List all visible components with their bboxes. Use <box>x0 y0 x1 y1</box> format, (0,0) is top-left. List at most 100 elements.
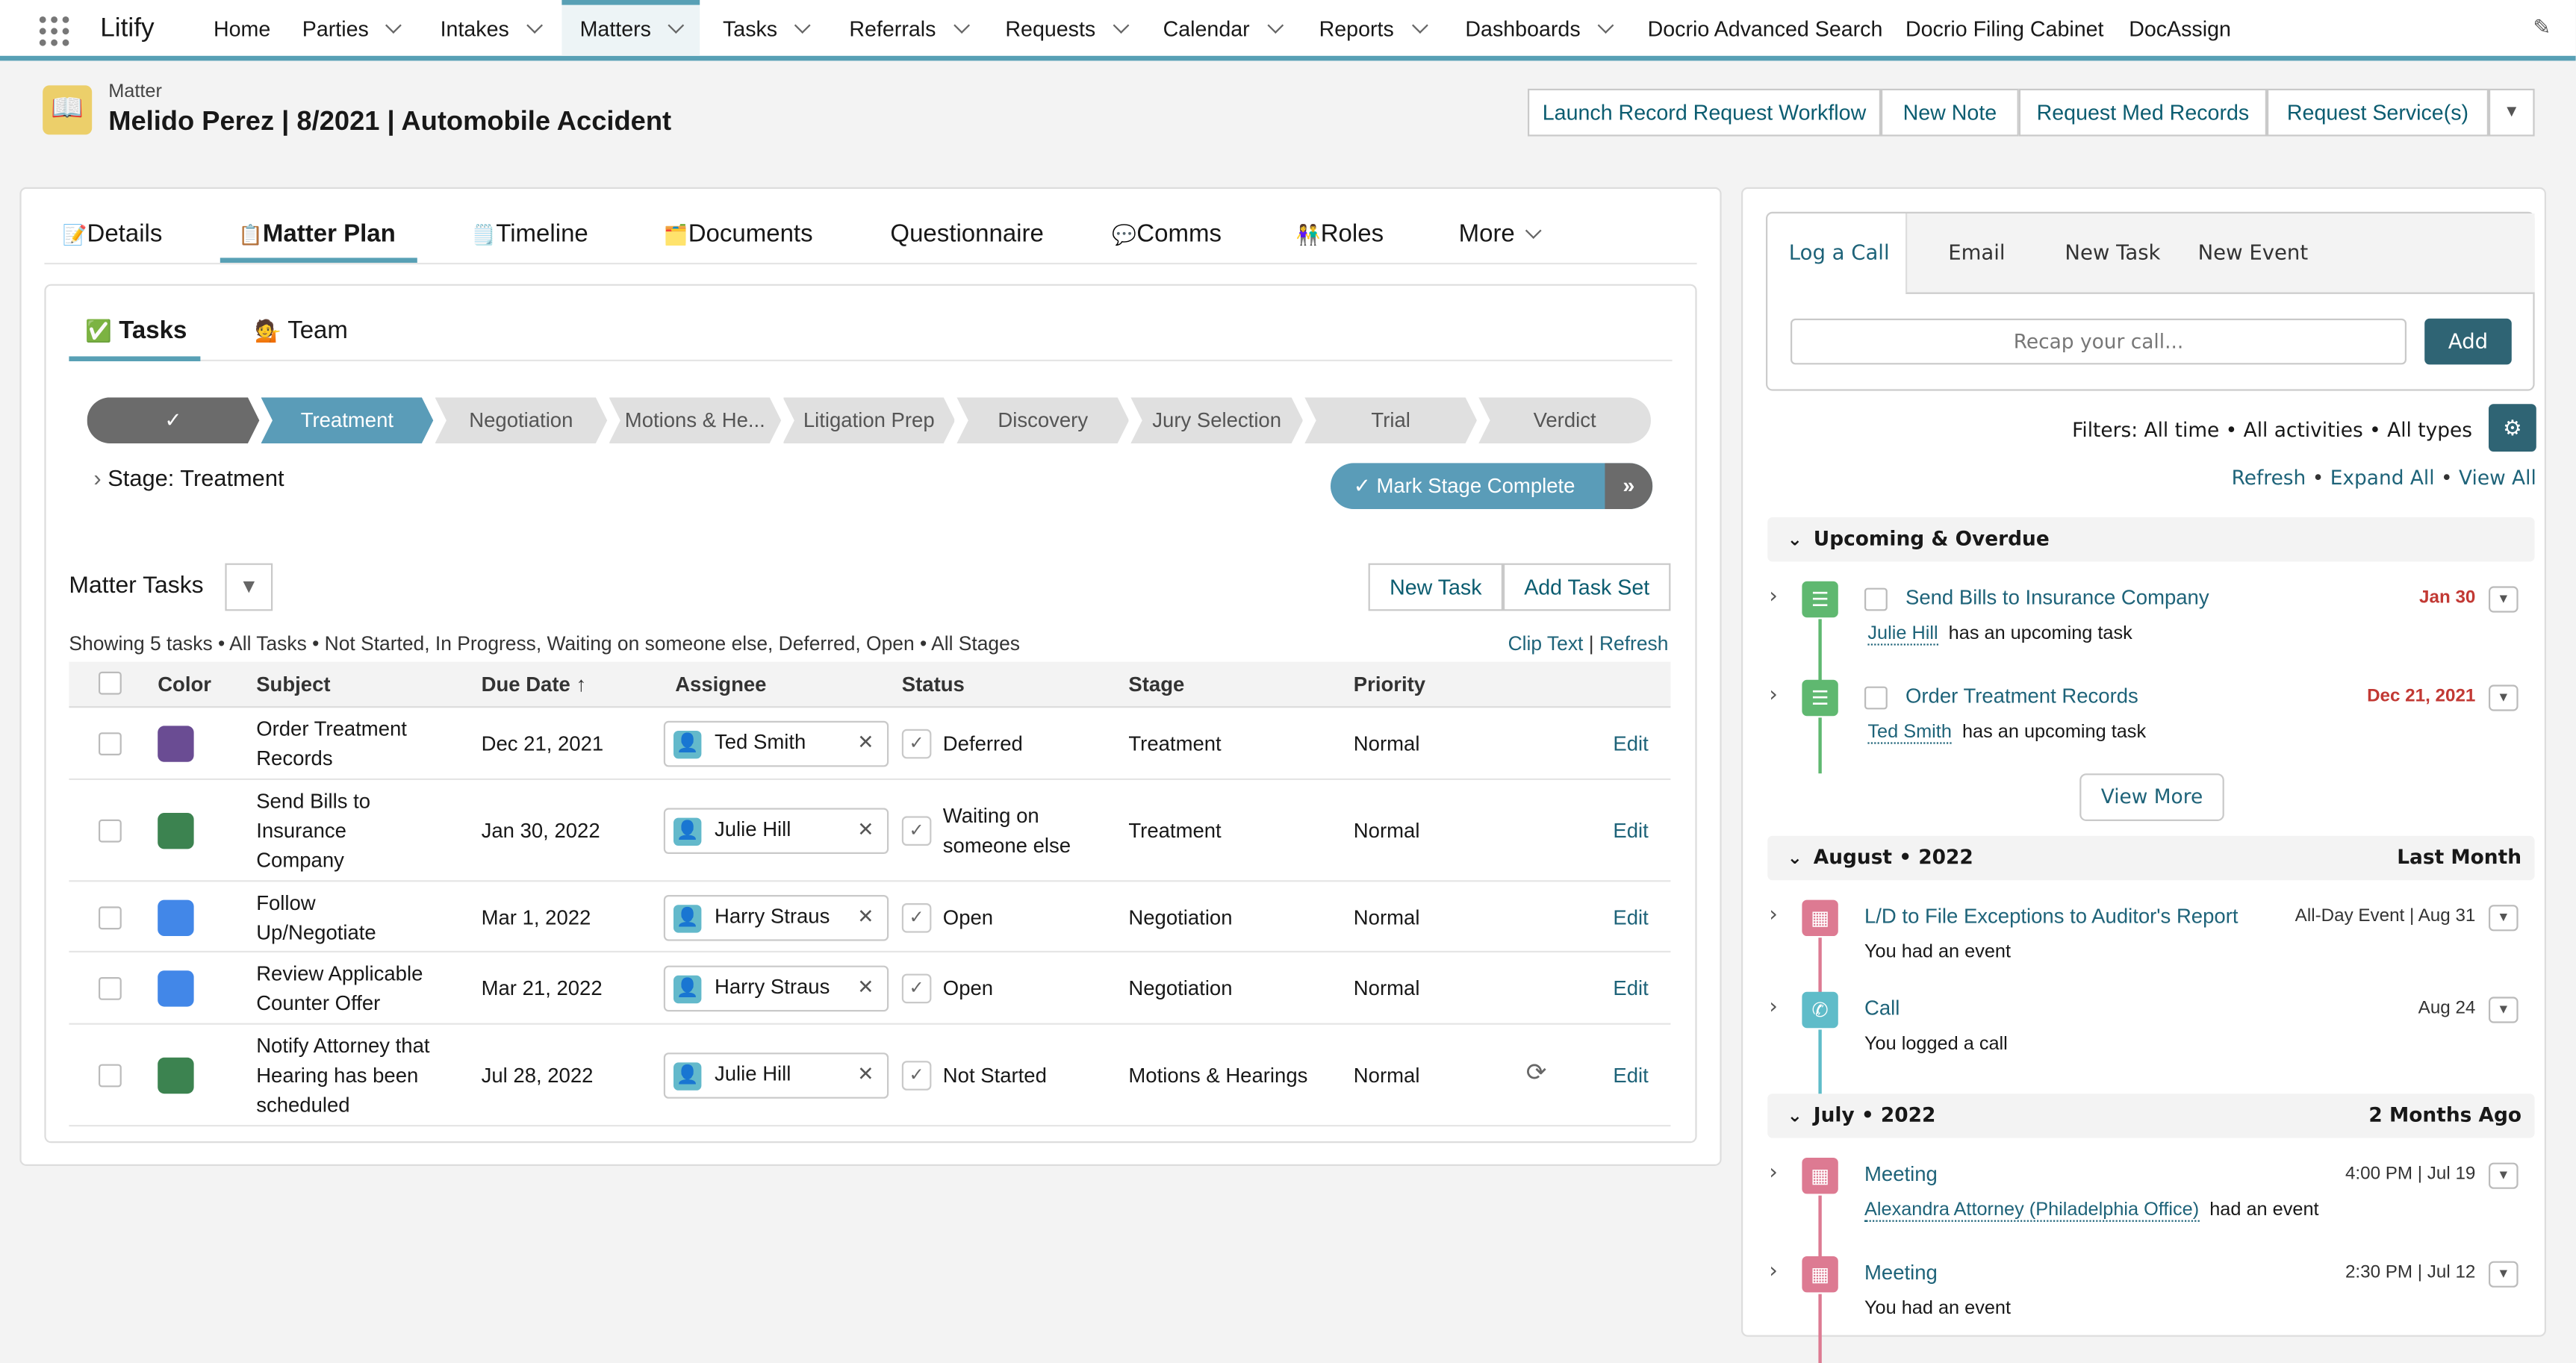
mark-stage-complete-button[interactable]: ✓ Mark Stage Complete » <box>1331 463 1653 509</box>
user-link[interactable]: Alexandra Attorney (Philadelphia Office) <box>1864 1200 2199 1222</box>
assignee-lookup[interactable]: 👤 Ted Smith ✕ <box>663 720 889 767</box>
action-request-med-recordsbutton[interactable]: Request Med Records <box>2018 88 2267 137</box>
tab-questionnaire[interactable]: Questionnaire <box>890 219 1044 249</box>
expand-chevron-icon[interactable]: › <box>1769 995 1778 1020</box>
column-header[interactable]: Assignee <box>675 673 767 696</box>
task-subject[interactable]: Review Applicable Counter Offer <box>256 962 423 1015</box>
app-launcher-icon[interactable] <box>39 16 69 46</box>
column-header[interactable]: Due Date ↑ <box>481 673 587 696</box>
view-all-link[interactable]: View All <box>2459 466 2536 490</box>
action-new-notebutton[interactable]: New Note <box>1881 88 2019 137</box>
publisher-tab[interactable]: Log a Call <box>1788 240 1890 265</box>
edit-link[interactable]: Edit <box>1613 977 1649 1000</box>
new-task-button[interactable]: New Task <box>1368 563 1503 611</box>
timeline-section-header[interactable]: ⌄ August • 2022 Last Month <box>1767 835 2535 881</box>
status-check-icon[interactable]: ✓ <box>901 1061 932 1091</box>
task-subject[interactable]: Order Treatment Records <box>256 717 407 770</box>
row-checkbox[interactable] <box>99 977 122 1000</box>
column-header[interactable]: Priority <box>1353 673 1426 696</box>
column-header[interactable]: Subject <box>256 673 331 696</box>
nav-item-parties[interactable]: Parties <box>302 0 402 56</box>
gear-icon[interactable]: ⚙ <box>2489 404 2536 452</box>
refresh-link[interactable]: Refresh <box>1599 632 1669 655</box>
nav-item-calendar[interactable]: Calendar <box>1163 0 1284 56</box>
path-stage[interactable]: Jury Selection <box>1130 397 1303 443</box>
activity-menu-button[interactable]: ▼ <box>2489 586 2519 613</box>
task-complete-checkbox[interactable] <box>1864 587 1888 611</box>
chevron-down-icon[interactable] <box>386 17 402 34</box>
user-link[interactable]: Ted Smith <box>1867 723 1952 744</box>
column-header[interactable]: Status <box>901 673 965 696</box>
expand-chevron-icon[interactable]: › <box>1769 584 1778 610</box>
activity-menu-button[interactable]: ▼ <box>2489 1261 2519 1288</box>
clear-icon[interactable]: ✕ <box>857 904 874 927</box>
edit-link[interactable]: Edit <box>1613 905 1649 929</box>
chevron-down-icon[interactable] <box>1597 17 1614 34</box>
assignee-lookup[interactable]: 👤 Julie Hill ✕ <box>663 1052 889 1099</box>
nav-item-matters[interactable]: Matters <box>561 0 700 56</box>
publisher-tab[interactable]: New Event <box>2197 240 2309 265</box>
select-all-checkbox[interactable] <box>99 671 122 695</box>
task-subject[interactable]: Follow Up/Negotiate <box>256 891 376 944</box>
timeline-section-header[interactable]: ⌄ July • 2022 2 Months Ago <box>1767 1094 2535 1138</box>
activity-title[interactable]: Order Treatment Records <box>1905 684 2138 708</box>
nav-item-referrals[interactable]: Referrals <box>849 0 970 56</box>
row-checkbox[interactable] <box>99 819 122 843</box>
user-link[interactable]: Julie Hill <box>1867 624 1938 646</box>
refresh-link[interactable]: Refresh <box>2231 466 2306 490</box>
path-stage[interactable]: Motions & He... <box>609 397 781 443</box>
status-check-icon[interactable]: ✓ <box>901 729 932 759</box>
expand-chevron-icon[interactable]: › <box>1769 1161 1778 1186</box>
add-task-set-button[interactable]: Add Task Set <box>1503 563 1671 611</box>
skip-stage-icon[interactable]: » <box>1605 463 1653 509</box>
edit-link[interactable]: Edit <box>1613 1064 1649 1088</box>
tab-timeline[interactable]: 🗒️Timeline <box>471 219 588 249</box>
timeline-section-header[interactable]: ⌄ Upcoming & Overdue <box>1767 517 2535 562</box>
filter-button[interactable]: ▼ <box>225 563 273 611</box>
nav-item-docrio-filing-cabinet[interactable]: Docrio Filing Cabinet <box>1905 16 2104 41</box>
activity-menu-button[interactable]: ▼ <box>2489 905 2519 932</box>
add-button[interactable]: Add <box>2424 318 2512 365</box>
status-check-icon[interactable]: ✓ <box>901 902 932 932</box>
path-stage[interactable]: Discovery <box>956 397 1129 443</box>
status-check-icon[interactable]: ✓ <box>901 973 932 1004</box>
tab-matter-plan[interactable]: 📋Matter Plan <box>238 219 396 249</box>
recap-call-input[interactable]: Recap your call... <box>1791 318 2407 365</box>
action-request-service-s-button[interactable]: Request Service(s) <box>2267 88 2489 137</box>
chevron-down-icon[interactable] <box>953 17 970 34</box>
status-check-icon[interactable]: ✓ <box>901 816 932 846</box>
expand-chevron-icon[interactable]: › <box>1769 1259 1778 1285</box>
row-checkbox[interactable] <box>99 1064 122 1088</box>
activity-menu-button[interactable]: ▼ <box>2489 684 2519 711</box>
edit-nav-icon[interactable]: ✎ <box>2533 14 2551 40</box>
nav-item-intakes[interactable]: Intakes <box>441 0 543 56</box>
clear-icon[interactable]: ✕ <box>857 1062 874 1086</box>
chevron-down-icon[interactable] <box>1266 17 1284 34</box>
subtab-team[interactable]: 💁 Team <box>255 316 348 345</box>
row-checkbox[interactable] <box>99 905 122 929</box>
expand-chevron-icon[interactable]: › <box>1769 683 1778 708</box>
clip-text-link[interactable]: Clip Text <box>1508 632 1584 655</box>
nav-item-home[interactable]: Home <box>214 16 271 41</box>
tab-more[interactable]: More <box>1459 220 1543 248</box>
clear-icon[interactable]: ✕ <box>857 731 874 754</box>
activity-title[interactable]: Call <box>1864 996 1900 1020</box>
clear-icon[interactable]: ✕ <box>857 975 874 999</box>
edit-link[interactable]: Edit <box>1613 819 1649 843</box>
stage-toggle[interactable]: › Stage: Treatment <box>93 464 284 491</box>
path-stage[interactable]: Verdict <box>1478 397 1651 443</box>
edit-link[interactable]: Edit <box>1613 732 1649 755</box>
chevron-down-icon[interactable] <box>526 17 543 34</box>
nav-item-dashboards[interactable]: Dashboards <box>1465 0 1614 56</box>
activity-title[interactable]: L/D to File Exceptions to Auditor's Repo… <box>1864 905 2239 928</box>
chevron-down-icon[interactable] <box>668 17 685 34</box>
tab-documents[interactable]: 🗂️Documents <box>663 219 813 249</box>
more-actions-button[interactable]: ▼ <box>2489 88 2535 137</box>
action-launch-record-request-workflowbutton[interactable]: Launch Record Request Workflow <box>1528 88 1881 137</box>
chevron-down-icon[interactable] <box>794 17 812 34</box>
activity-title[interactable]: Send Bills to Insurance Company <box>1905 586 2209 610</box>
activity-title[interactable]: Meeting <box>1864 1162 1938 1186</box>
expand-all-link[interactable]: Expand All <box>2330 466 2435 490</box>
activity-title[interactable]: Meeting <box>1864 1261 1938 1285</box>
column-header[interactable]: Color <box>158 673 212 696</box>
